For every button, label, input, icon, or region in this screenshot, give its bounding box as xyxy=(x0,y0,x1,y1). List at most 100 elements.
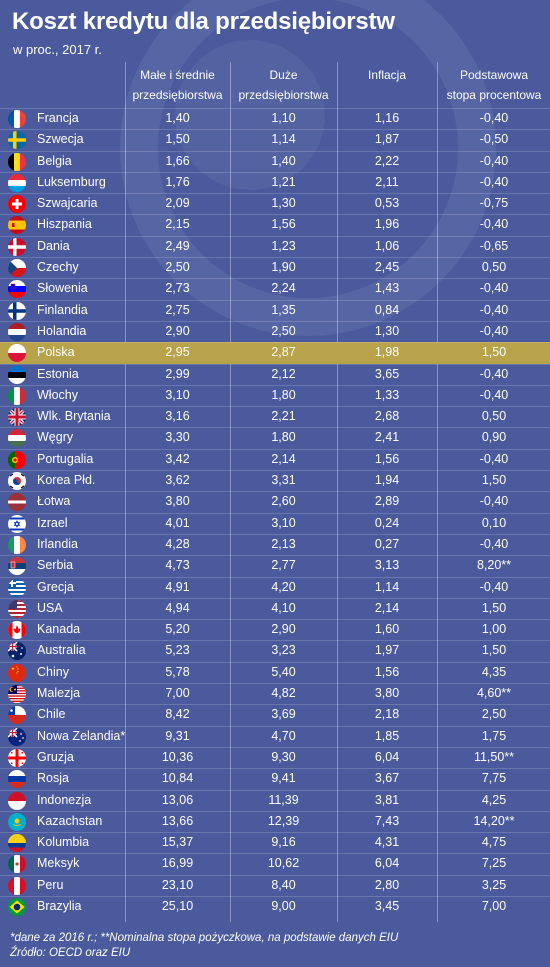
flag-pl-icon xyxy=(8,344,26,363)
base-rate: -0,40 xyxy=(479,302,509,317)
country-name: Grecja xyxy=(37,579,74,594)
large-rate: 5,40 xyxy=(271,664,296,679)
large-rate: 9,41 xyxy=(271,771,296,786)
country-name: Estonia xyxy=(37,366,79,381)
country-name: Chile xyxy=(37,707,66,722)
flag-es-icon xyxy=(8,216,26,235)
table-row: Słowenia 2,73 2,24 1,43 -0,40 xyxy=(0,278,550,299)
sme-rate: 7,00 xyxy=(165,686,190,701)
inflation-value: 1,43 xyxy=(374,281,400,296)
country-name: Nowa Zelandia* xyxy=(37,728,126,743)
large-rate: 8,40 xyxy=(271,877,296,892)
base-rate: -0,40 xyxy=(479,111,509,125)
large-rate: 4,70 xyxy=(271,728,296,743)
base-rate: -0,40 xyxy=(479,174,509,189)
large-rate: 2,90 xyxy=(271,622,296,637)
base-rate: 7,00 xyxy=(481,898,507,913)
country-name: Chiny xyxy=(37,664,69,679)
country-name: Łotwa xyxy=(37,494,71,509)
table-row: Indonezja 13,06 11,39 3,81 4,25 xyxy=(0,789,550,811)
flag-kr-icon xyxy=(8,472,26,491)
country-name: Portugalia xyxy=(37,451,94,466)
sme-rate: 1,50 xyxy=(165,132,190,147)
table-row: USA 4,94 4,10 2,14 1,50 xyxy=(0,597,550,619)
large-rate: 3,23 xyxy=(271,643,296,658)
header-base-line1: Podstawowa xyxy=(459,68,529,82)
inflation-value: 4,31 xyxy=(374,835,400,850)
flag-lu-icon xyxy=(8,173,26,192)
flag-co-icon xyxy=(8,834,26,853)
flag-se-icon xyxy=(8,131,26,150)
flag-au-icon xyxy=(8,642,26,661)
base-rate: 1,50 xyxy=(481,473,507,488)
inflation-value: 6,04 xyxy=(374,856,400,871)
inflation-value: 6,04 xyxy=(374,749,400,764)
inflation-value: 1,87 xyxy=(374,132,400,147)
base-rate: 1,50 xyxy=(481,643,507,658)
country-name: Rosja xyxy=(37,771,69,786)
large-rate: 10,62 xyxy=(267,856,300,871)
flag-ca-icon xyxy=(8,621,26,640)
base-rate: -0,40 xyxy=(479,451,509,466)
sme-rate: 2,50 xyxy=(165,260,190,275)
flag-ru-icon xyxy=(8,770,26,789)
large-rate: 2,24 xyxy=(271,281,296,296)
sme-rate: 2,73 xyxy=(165,281,190,296)
large-rate: 1,21 xyxy=(271,174,296,189)
table-row: Kazachstan 13,66 12,39 7,43 14,20** xyxy=(0,810,550,832)
country-name: Dania xyxy=(37,238,70,253)
header-inflation: Inflacja xyxy=(337,62,437,107)
large-rate: 9,30 xyxy=(271,749,296,764)
flag-cl-icon xyxy=(8,706,26,725)
country-name: USA xyxy=(37,600,63,615)
inflation-value: 1,97 xyxy=(374,643,400,658)
table-row: Dania 2,49 1,23 1,06 -0,65 xyxy=(0,235,550,257)
sme-rate: 1,40 xyxy=(165,111,190,125)
table-row: Łotwa 3,80 2,60 2,89 -0,40 xyxy=(0,491,550,512)
header-sme-line2: przedsiębiorstwa xyxy=(132,88,223,102)
sme-rate: 5,78 xyxy=(165,664,190,679)
sme-rate: 16,99 xyxy=(161,856,194,871)
sme-rate: 8,42 xyxy=(165,707,190,722)
table-header: Małe i średnie przedsiębiorstwa Duże prz… xyxy=(0,62,550,107)
large-rate: 2,50 xyxy=(271,323,296,338)
flag-pe-icon xyxy=(8,876,26,895)
sme-rate: 10,84 xyxy=(161,771,194,786)
inflation-value: 7,43 xyxy=(374,813,400,828)
country-name: Szwecja xyxy=(37,132,84,147)
flag-dk-icon xyxy=(8,237,26,256)
header-large-line2: przedsiębiorstwa xyxy=(238,88,329,102)
flag-ch-icon xyxy=(8,195,26,214)
base-rate: 3,25 xyxy=(481,877,507,892)
inflation-value: 1,14 xyxy=(374,579,400,594)
sme-rate: 2,49 xyxy=(165,238,190,253)
large-rate: 2,12 xyxy=(271,366,296,381)
base-rate: 4,35 xyxy=(481,664,507,679)
large-rate: 4,20 xyxy=(271,579,296,594)
base-rate: 7,75 xyxy=(481,771,507,786)
table-row: Gruzja 10,36 9,30 6,04 11,50** xyxy=(0,746,550,768)
table-row: Chile 8,42 3,69 2,18 2,50 xyxy=(0,704,550,725)
flag-br-icon xyxy=(8,897,26,916)
inflation-value: 2,22 xyxy=(374,153,400,168)
flag-be-icon xyxy=(8,152,26,171)
table-row: Rosja 10,84 9,41 3,67 7,75 xyxy=(0,768,550,789)
large-rate: 3,10 xyxy=(271,515,296,530)
column-divider xyxy=(125,62,126,922)
large-rate: 9,00 xyxy=(271,898,296,913)
inflation-value: 1,56 xyxy=(374,664,400,679)
country-name: Słowenia xyxy=(37,281,88,296)
column-divider xyxy=(437,62,438,922)
sme-rate: 25,10 xyxy=(161,898,194,913)
flag-nz-icon xyxy=(8,727,26,746)
large-rate: 4,10 xyxy=(271,600,296,615)
inflation-value: 2,89 xyxy=(374,494,400,509)
header-sme: Małe i średnie przedsiębiorstwa xyxy=(125,62,230,107)
table-row: Francja 1,40 1,10 1,16 -0,40 xyxy=(0,108,550,129)
flag-nl-icon xyxy=(8,322,26,341)
inflation-value: 1,94 xyxy=(374,473,400,488)
inflation-value: 3,80 xyxy=(374,686,400,701)
flag-lv-icon xyxy=(8,493,26,512)
inflation-value: 2,18 xyxy=(374,707,400,722)
header-sme-line1: Małe i średnie xyxy=(140,68,215,82)
